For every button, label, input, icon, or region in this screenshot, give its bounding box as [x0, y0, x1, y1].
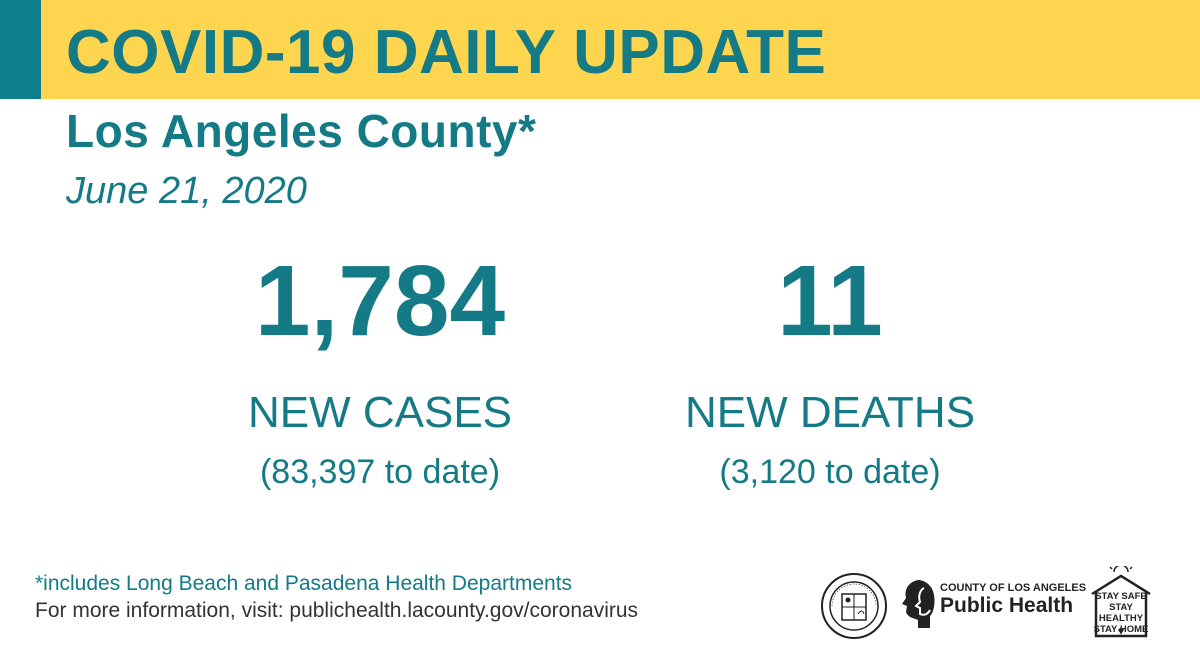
- new-cases-label: NEW CASES: [247, 388, 513, 437]
- new-cases-value: 1,784: [254, 245, 506, 357]
- info-link-text: For more information, visit: publichealt…: [35, 599, 639, 622]
- stay-safe-text: STAY SAFE STAY HEALTHY STAY HOME: [1090, 591, 1152, 635]
- cases-to-date: (83,397 to date): [259, 453, 501, 491]
- stay-safe-logo: STAY SAFE STAY HEALTHY STAY HOME: [1088, 566, 1154, 638]
- new-deaths-stat: 11 NEW DEATHS (3,120 to date): [640, 246, 1020, 492]
- banner-accent-stripe: [0, 0, 41, 99]
- public-health-county-text: COUNTY OF LOS ANGELES: [940, 582, 1087, 594]
- footnote: *includes Long Beach and Pasadena Health…: [35, 572, 573, 595]
- update-date: June 21, 2020: [66, 170, 307, 212]
- public-health-logo: COUNTY OF LOS ANGELES Public Health: [900, 578, 1086, 628]
- public-health-profile-icon: [902, 580, 935, 628]
- county-heading: Los Angeles County*: [66, 105, 537, 157]
- new-cases-stat: 1,784 NEW CASES (83,397 to date): [200, 246, 560, 492]
- new-deaths-label: NEW DEATHS: [684, 388, 976, 437]
- stay-home-line: STAY HOME: [1093, 624, 1149, 635]
- stay-healthy-line: STAY HEALTHY: [1098, 602, 1144, 624]
- county-seal-icon: [821, 573, 887, 639]
- stay-safe-line: STAY SAFE: [1095, 591, 1147, 602]
- page-title: COVID-19 DAILY UPDATE: [66, 18, 827, 87]
- public-health-text: Public Health: [940, 594, 1074, 617]
- house-sun-icon: [1091, 566, 1151, 638]
- new-deaths-value: 11: [777, 245, 883, 357]
- deaths-to-date: (3,120 to date): [719, 453, 941, 491]
- title-banner: COVID-19 DAILY UPDATE: [0, 0, 1200, 99]
